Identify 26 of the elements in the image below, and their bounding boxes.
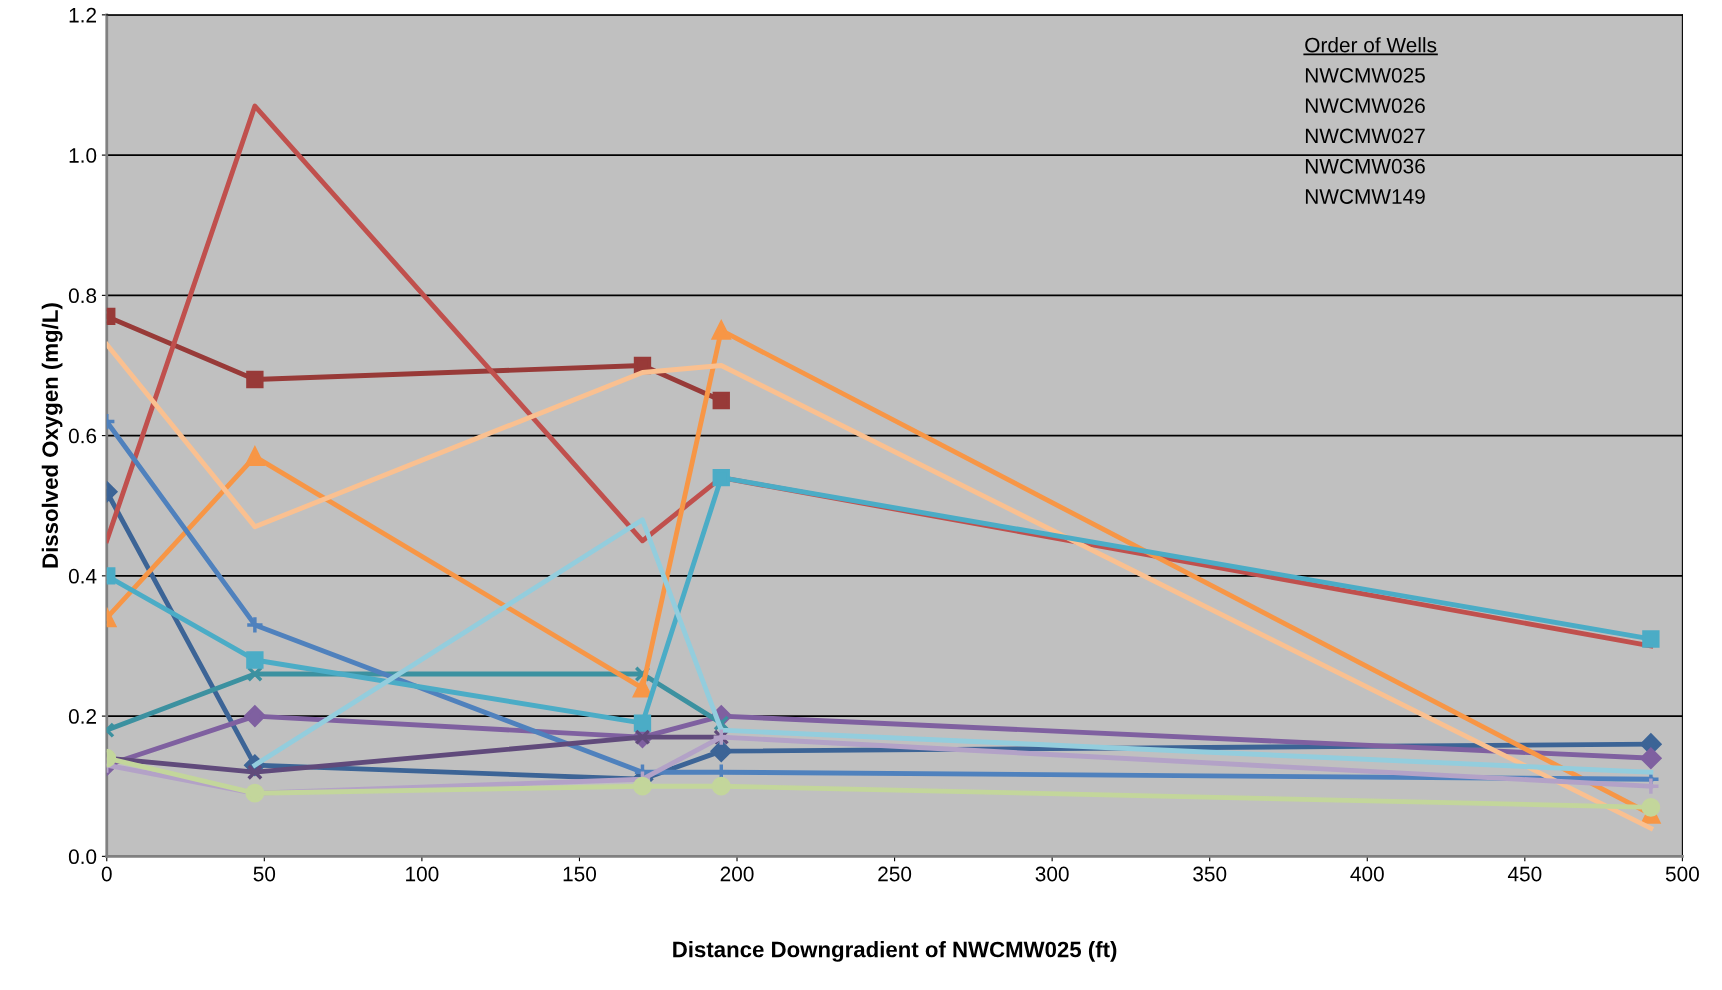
y-tick-label: 0.6 [68, 428, 97, 444]
annotation: NWCMW036 [1305, 158, 1425, 174]
y-axis-title: Dissolved Oxygen (mg/L) [41, 303, 63, 568]
x-tick-label: 200 [720, 866, 754, 882]
annotation: NWCMW027 [1305, 128, 1425, 144]
x-tick-label: 350 [1193, 866, 1227, 882]
y-tick-label: 1.2 [69, 7, 96, 23]
x-tick-label: 0 [101, 866, 112, 882]
x-tick-label: 300 [1035, 866, 1069, 882]
y-tick-label: 0.4 [68, 568, 97, 584]
annotation: NWCMW025 [1305, 67, 1425, 83]
x-tick-label: 50 [253, 866, 276, 882]
annotation: NWCMW149 [1305, 189, 1425, 204]
y-tick-label: 0.0 [68, 849, 97, 865]
x-axis-title: Distance Downgradient of NWCMW025 (ft) [673, 941, 1117, 962]
x-tick-label: 400 [1350, 866, 1384, 882]
annotation: Order of Wells [1305, 37, 1437, 53]
x-tick-label: 100 [406, 866, 439, 882]
x-tick-label: 150 [563, 866, 597, 882]
annotation: NWCMW026 [1305, 98, 1425, 114]
x-tick-label: 250 [878, 866, 912, 882]
y-tick-label: 1.0 [69, 148, 97, 163]
y-tick-label: 0.2 [68, 709, 96, 724]
y-tick-label: 0.8 [68, 288, 97, 304]
x-tick-label: 500 [1665, 866, 1699, 882]
x-tick-label: 450 [1507, 866, 1542, 882]
